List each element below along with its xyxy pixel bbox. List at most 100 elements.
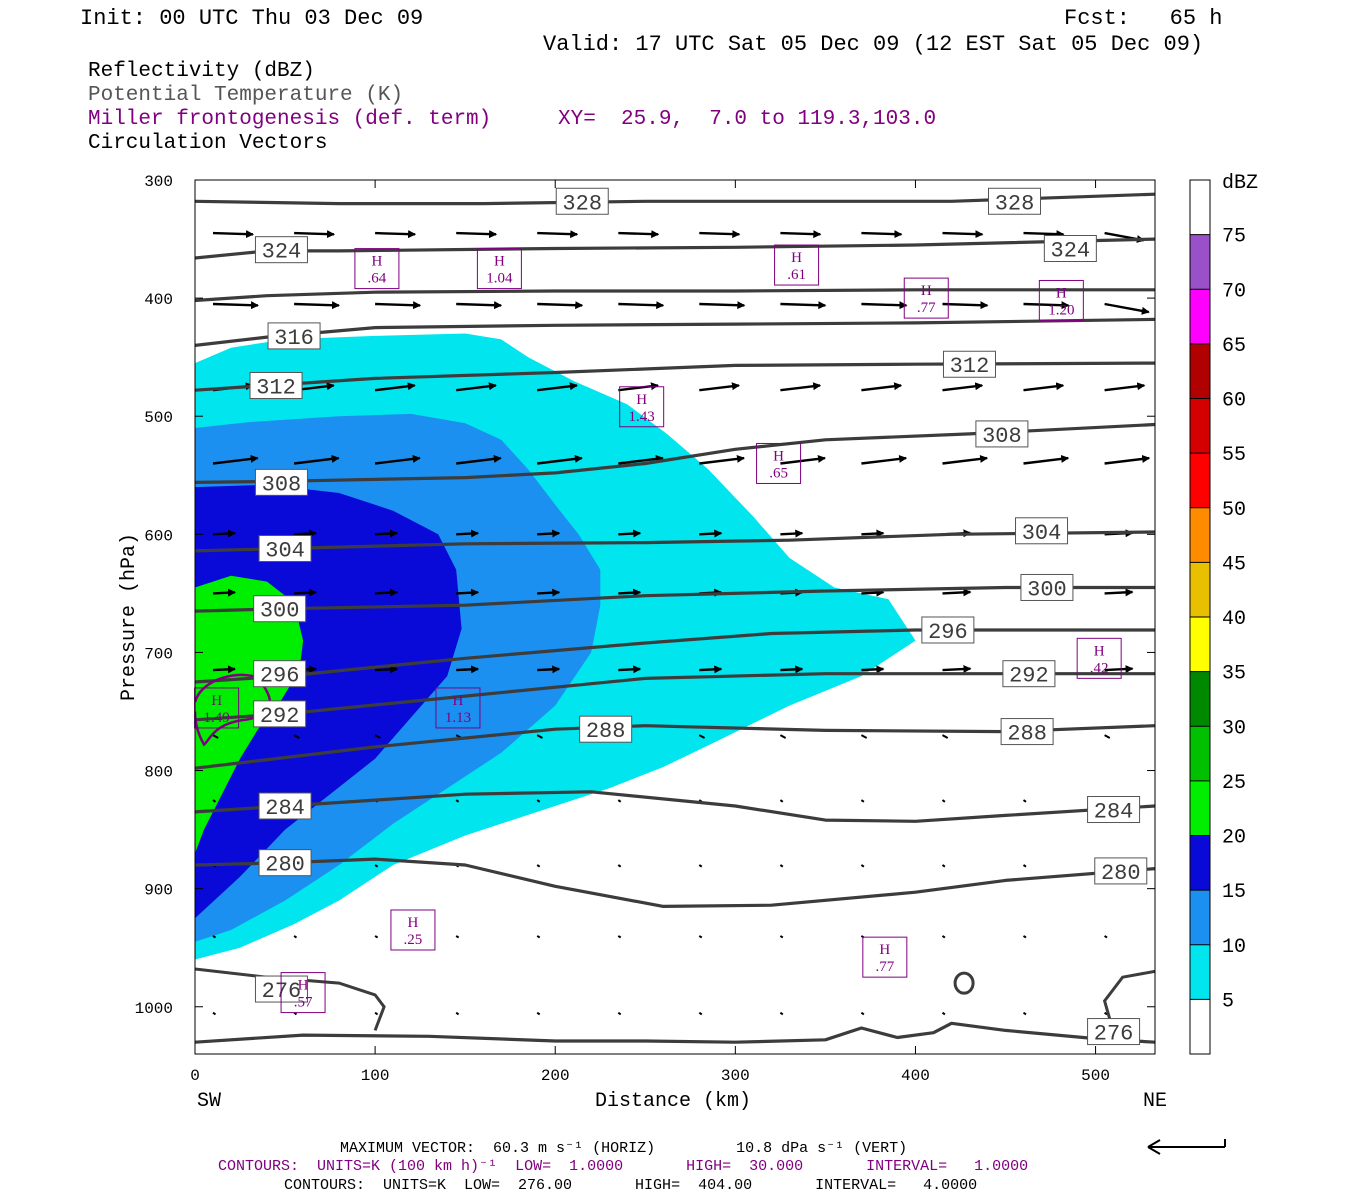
theta-contour-note: CONTOURS: UNITS=K LOW= 276.00 HIGH= 404.… <box>284 1177 978 1194</box>
circulation-vector <box>861 382 903 392</box>
frontogenesis-max: H.25 <box>390 909 436 951</box>
reflectivity-region-20 <box>195 575 304 854</box>
theta-label-328: 328 <box>988 187 1042 216</box>
frontogenesis-max-value: .57 <box>294 995 313 1011</box>
circulation-vector <box>212 529 236 538</box>
frontogenesis-max-label: H <box>1094 643 1105 659</box>
circulation-vector <box>293 734 300 739</box>
circulation-vector <box>860 734 868 739</box>
frontogenesis-max-label: H <box>298 978 309 994</box>
init-time: Init: 00 UTC Thu 03 Dec 09 <box>80 6 424 31</box>
x-tick-label: 300 <box>721 1067 750 1085</box>
colorbar-segment <box>1190 671 1210 727</box>
circulation-vector <box>456 230 498 239</box>
circulation-vector <box>942 454 989 465</box>
circulation-vector <box>456 665 480 674</box>
circulation-vector <box>374 454 421 465</box>
theta-label-text: 288 <box>1007 722 1047 747</box>
theta-label-text: 296 <box>928 620 968 645</box>
theta-label-text: 292 <box>260 704 300 729</box>
theta-label-text: 312 <box>256 376 296 401</box>
circulation-vector <box>293 935 298 939</box>
circulation-vector <box>294 588 317 597</box>
colorbar-segment <box>1190 617 1210 672</box>
theta-label-304: 304 <box>1015 517 1069 546</box>
colorbar-level-label: 55 <box>1222 444 1246 467</box>
circulation-vector <box>294 301 340 310</box>
x-tick-label: 100 <box>361 1067 390 1085</box>
circulation-vector <box>294 529 317 538</box>
circulation-vector <box>861 301 908 310</box>
y-tick-label: 1000 <box>135 1000 173 1018</box>
theta-label-text: 280 <box>1101 861 1141 886</box>
circulation-vector <box>212 935 217 939</box>
circulation-vector <box>455 799 460 803</box>
circulation-vector <box>941 864 946 868</box>
legend-xy-section: XY= 25.9, 7.0 to 119.3,103.0 <box>558 108 937 131</box>
circulation-vector <box>699 382 740 392</box>
circulation-vector <box>617 864 622 868</box>
theta-contour-308 <box>195 422 1155 484</box>
circulation-vector <box>860 1011 865 1016</box>
frontogenesis-max: H.77 <box>903 277 949 319</box>
circulation-vector <box>456 301 503 310</box>
theta-label-296: 296 <box>253 660 307 689</box>
frontogenesis-max-value: 1.49 <box>203 710 229 726</box>
theta-label-292: 292 <box>1002 660 1056 689</box>
circulation-vector <box>861 454 908 465</box>
y-tick-label: 900 <box>144 882 173 900</box>
frontogenesis-max-label: H <box>921 283 932 299</box>
theta-label-text: 308 <box>262 472 302 497</box>
valid-time: Valid: 17 UTC Sat 05 Dec 09 (12 EST Sat … <box>543 32 1204 57</box>
circulation-vector <box>537 382 578 392</box>
colorbar-level-label: 10 <box>1222 936 1246 959</box>
theta-label-text: 296 <box>260 664 300 689</box>
circulation-vector <box>1022 864 1027 868</box>
theta-label-text: 284 <box>1094 800 1134 825</box>
frontogenesis-max-label: H <box>453 693 464 709</box>
theta-label-text: 284 <box>265 796 305 821</box>
theta-label-288: 288 <box>1000 718 1054 747</box>
circulation-vector <box>780 301 827 310</box>
circulation-vector <box>861 529 885 538</box>
theta-label-284: 284 <box>1087 796 1141 825</box>
theta-label-328: 328 <box>555 187 609 216</box>
theta-contours: 328 328 324 324 316 312 312 308 308 304 304 300 300 2… <box>195 187 1155 1047</box>
circulation-vector <box>860 864 865 868</box>
y-tick-label: 600 <box>144 527 173 545</box>
x-axis-label: Distance (km) <box>595 1090 751 1113</box>
theta-label-text: 316 <box>274 326 314 351</box>
circulation-vector <box>536 935 541 939</box>
theta-label-300: 300 <box>253 595 307 624</box>
x-left-label: SW <box>197 1090 221 1113</box>
circulation-vector <box>699 665 723 674</box>
colorbar-segment <box>1190 726 1210 781</box>
circulation-vector <box>212 799 217 803</box>
y-axis-label: Pressure (hPa) <box>118 533 141 701</box>
plot-frame <box>194 179 1156 1055</box>
circulation-vector <box>942 665 972 674</box>
circulation-vector <box>375 529 399 538</box>
theta-label-text: 304 <box>265 538 305 563</box>
circulation-vector <box>212 1011 217 1016</box>
colorbar-level-label: 50 <box>1222 499 1246 522</box>
circulation-vector <box>941 799 946 803</box>
theta-label-288: 288 <box>579 715 633 744</box>
circulation-vector <box>1023 230 1065 239</box>
frontogenesis-max-value: 1.43 <box>629 409 655 425</box>
frontogenesis-max-label: H <box>408 915 419 931</box>
circulation-vector <box>375 665 399 674</box>
x-tick-label: 0 <box>190 1067 200 1085</box>
circulation-vector <box>1104 935 1108 939</box>
legend-circulation-vectors: Circulation Vectors <box>88 132 328 155</box>
circulation-vector <box>618 301 665 310</box>
circulation-vector <box>942 382 984 392</box>
frontogenesis-max-label: H <box>773 448 784 464</box>
theta-contour-324 <box>195 237 1155 260</box>
theta-contour-280 <box>195 857 1155 908</box>
theta-contour-276 <box>195 1021 1155 1044</box>
frontogenesis-max-label: H <box>1056 285 1067 301</box>
circulation-vector <box>456 382 497 392</box>
circulation-vector <box>618 454 664 465</box>
